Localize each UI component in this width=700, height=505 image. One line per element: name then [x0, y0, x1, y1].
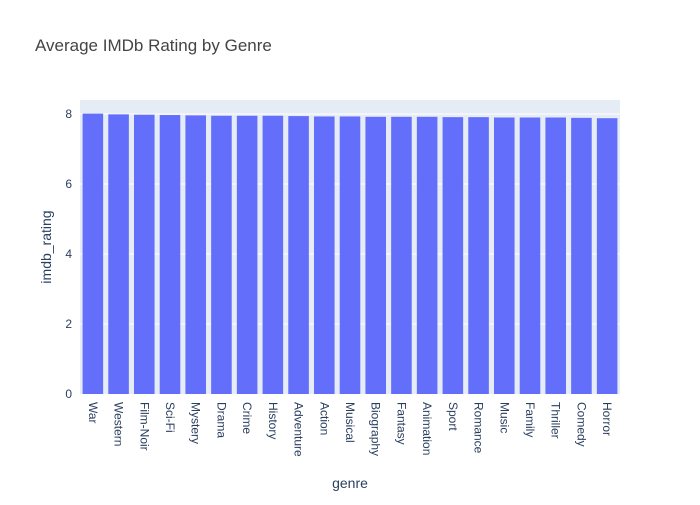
bar-musical[interactable] [339, 116, 361, 394]
x-tick-label: Crime [240, 402, 254, 434]
x-tick-label: Romance [472, 402, 486, 454]
x-tick-label: Music [497, 402, 511, 433]
bar-adventure[interactable] [288, 116, 309, 394]
bar-music[interactable] [494, 117, 515, 395]
x-axis-label: genre [332, 475, 368, 491]
x-tick-label: Musical [343, 402, 357, 443]
x-tick-label: Thriller [549, 402, 563, 439]
y-axis-ticks: 0 2 4 6 8 [65, 107, 72, 401]
bar-comedy[interactable] [571, 117, 592, 394]
x-tick-label: Sport [446, 402, 460, 431]
x-tick-label: Mystery [189, 402, 203, 444]
x-tick-label: Biography [369, 402, 383, 456]
x-tick-label: Comedy [574, 402, 588, 447]
x-tick-label: Film-Noir [137, 402, 151, 451]
bar-horror[interactable] [596, 118, 618, 394]
y-tick-label: 6 [65, 177, 72, 191]
y-tick-label: 0 [65, 387, 72, 401]
bars [82, 113, 618, 395]
x-tick-label: Horror [600, 402, 614, 436]
bar-drama[interactable] [211, 115, 232, 394]
x-tick-label: Action [317, 402, 331, 435]
bar-western[interactable] [108, 114, 129, 394]
x-tick-label: History [266, 402, 280, 439]
y-axis-label: imdb_rating [38, 210, 54, 283]
bar-sport[interactable] [442, 117, 464, 395]
x-tick-label: Drama [214, 402, 228, 438]
bar-crime[interactable] [236, 115, 258, 394]
x-tick-label: Adventure [292, 402, 306, 457]
y-tick-label: 2 [65, 317, 72, 331]
chart-title: Average IMDb Rating by Genre [35, 36, 272, 55]
bar-history[interactable] [262, 115, 284, 394]
y-tick-label: 8 [65, 107, 72, 121]
bar-film-noir[interactable] [134, 114, 155, 394]
bar-action[interactable] [314, 116, 335, 394]
y-tick-label: 4 [65, 247, 72, 261]
bar-animation[interactable] [416, 116, 438, 395]
x-axis-ticks: War Western Film-Noir Sci-Fi Mystery Drama Cri… [86, 402, 614, 457]
x-tick-label: War [86, 402, 100, 424]
x-tick-label: Family [523, 402, 537, 437]
bar-romance[interactable] [468, 117, 489, 395]
bar-family[interactable] [519, 117, 541, 395]
x-tick-label: Animation [420, 402, 434, 455]
bar-biography[interactable] [365, 116, 386, 395]
bar-sci-fi[interactable] [159, 115, 181, 395]
x-tick-label: Sci-Fi [163, 402, 177, 433]
x-tick-label: Western [112, 402, 126, 446]
x-tick-label: Fantasy [394, 402, 408, 445]
bar-mystery[interactable] [185, 115, 206, 395]
bar-fantasy[interactable] [391, 116, 412, 395]
bar-war[interactable] [82, 113, 104, 395]
bar-thriller[interactable] [545, 117, 566, 395]
